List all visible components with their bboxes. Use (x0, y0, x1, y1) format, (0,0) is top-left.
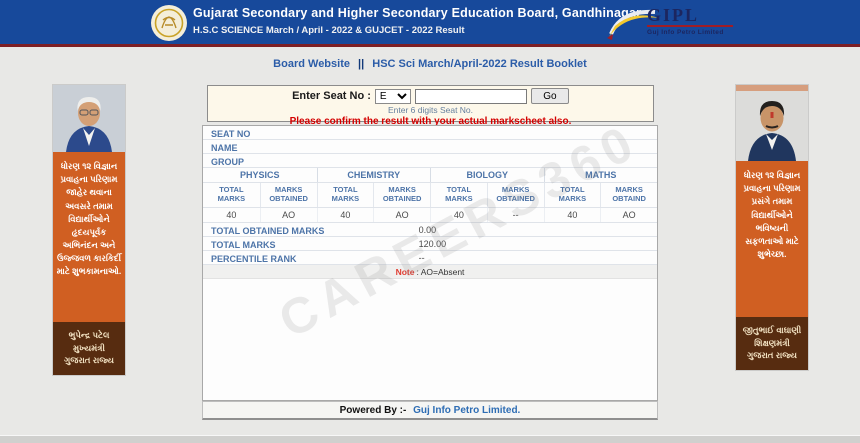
maths-obtained-header: MARKS OBTAIND (600, 183, 657, 207)
board-website-link[interactable]: Board Website (273, 58, 350, 70)
table-row-name: NAME (203, 140, 657, 154)
gipl-underline (647, 25, 733, 27)
cm-name-block: ભુપેન્દ્ર પટેલ મુખ્યમંત્રી ગુજરાત રાજ્ય (53, 321, 125, 375)
go-button[interactable]: Go (530, 88, 569, 104)
gipl-logo: GIPL Guj Info Petro Limited (603, 4, 753, 44)
seat-search-panel: Enter Seat No : E Go Enter 6 digits Seat… (207, 85, 654, 127)
maths-total-value: 40 (543, 207, 601, 222)
name-label: NAME (211, 143, 238, 153)
total-obtained-label: TOTAL OBTAINED MARKS (211, 225, 325, 236)
footer-bar: Powered By :- Guj Info Petro Limited. (202, 401, 658, 420)
minister-designation: શિક્ષણમંત્રી (754, 337, 790, 348)
note-text: : AO=Absent (416, 266, 465, 277)
minister-photo (736, 85, 808, 161)
percentile-rank-value: -- (418, 252, 425, 263)
total-obtained-value: 0.00 (418, 224, 437, 235)
page-subtitle: H.S.C SCIENCE March / April - 2022 & GUJ… (193, 25, 465, 36)
table-row-seatno: SEAT NO (203, 126, 657, 140)
table-row-group: GROUP (203, 154, 657, 168)
group-label: GROUP (211, 157, 245, 167)
physics-obtained-value: AO (259, 207, 317, 222)
physics-obtained-header: MARKS OBTAINED (259, 183, 317, 207)
cm-banner: ધોરણ ૧૨ વિજ્ઞાન પ્રવાહના પરિણામ જાહેર થવ… (53, 85, 125, 375)
chemistry-total-header: TOTAL MARKS (316, 183, 374, 207)
subject-maths: MATHS (543, 168, 658, 182)
maths-total-header: TOTAL MARKS (543, 183, 601, 207)
table-empty-area (203, 279, 657, 400)
total-marks-row: TOTAL MARKS 120.00 (203, 237, 657, 251)
percentile-rank-row: PERCENTILE RANK -- (203, 251, 657, 265)
biology-obtained-value: -- (486, 207, 544, 222)
result-table: SEAT NO NAME GROUP PHYSICS CHEMISTRY BIO… (202, 125, 658, 401)
note-label: Note (395, 266, 415, 277)
biology-total-header: TOTAL MARKS (430, 183, 487, 207)
minister-banner: ધોરણ ૧૨ વિજ્ઞાન પ્રવાહના પરિણામ પ્રસંગે … (736, 85, 808, 370)
gipl-footer-link[interactable]: Guj Info Petro Limited. (413, 405, 521, 416)
biology-total-value: 40 (430, 207, 487, 222)
cm-message: ધોરણ ૧૨ વિજ્ઞાન પ્રવાહના પરિણામ જાહેર થવ… (56, 161, 122, 277)
nav-separator: || (358, 58, 365, 70)
gipl-tagline: Guj Info Petro Limited (647, 29, 724, 36)
biology-obtained-header: MARKS OBTAINED (486, 183, 544, 207)
physics-total-value: 40 (226, 209, 237, 220)
seat-no-label: Enter Seat No : (292, 90, 371, 102)
nav-links: Board Website || HSC Sci March/April-202… (0, 58, 860, 70)
total-marks-label: TOTAL MARKS (211, 239, 276, 250)
board-emblem-icon (151, 5, 187, 41)
total-obtained-row: TOTAL OBTAINED MARKS 0.00 (203, 223, 657, 237)
page-title: Gujarat Secondary and Higher Secondary E… (193, 6, 642, 20)
cm-name: ભુપેન્દ્ર પટેલ (68, 329, 110, 340)
seat-no-hint: Enter 6 digits Seat No. (387, 105, 474, 115)
absent-note: Note: AO=Absent (203, 264, 657, 279)
gipl-swoosh-icon (607, 9, 659, 40)
bottom-edge-bar (0, 435, 860, 443)
gipl-name: GIPL (647, 5, 700, 25)
subject-physics: PHYSICS (239, 170, 280, 180)
seatno-label: SEAT NO (211, 129, 251, 139)
subject-chemistry: CHEMISTRY (316, 168, 431, 182)
cm-photo (53, 85, 125, 152)
header-bar: Gujarat Secondary and Higher Secondary E… (0, 0, 860, 47)
maths-obtained-value: AO (600, 207, 657, 222)
percentile-rank-label: PERCENTILE RANK (211, 253, 297, 264)
chemistry-obtained-value: AO (373, 207, 430, 222)
subject-header-row: PHYSICS CHEMISTRY BIOLOGY MATHS (203, 168, 657, 183)
minister-state: ગુજરાત રાજ્ય (747, 350, 797, 361)
physics-total-header: TOTAL MARKS (217, 185, 246, 204)
cm-designation: મુખ્યમંત્રી (73, 342, 105, 353)
seat-no-input[interactable] (414, 88, 527, 104)
marks-header-row: TOTAL MARKS MARKS OBTAINED TOTAL MARKS M… (203, 183, 657, 208)
result-booklet-link[interactable]: HSC Sci March/April-2022 Result Booklet (372, 58, 587, 70)
cm-state: ગુજરાત રાજ્ય (64, 355, 114, 366)
total-marks-value: 120.00 (418, 238, 447, 249)
minister-message: ધોરણ ૧૨ વિજ્ઞાન પ્રવાહના પરિણામ પ્રસંગે … (743, 170, 801, 260)
marksheet-warning: Please confirm the result with your actu… (289, 116, 572, 127)
subject-biology: BIOLOGY (430, 168, 544, 182)
minister-name-block: જીતુભાઈ વાઘાણી શિક્ષણમંત્રી ગુજરાત રાજ્ય (736, 316, 808, 370)
seat-prefix-select[interactable]: E (374, 88, 411, 104)
chemistry-obtained-header: MARKS OBTAINED (373, 183, 430, 207)
marks-value-row: 40 AO 40 AO 40 -- 40 AO (203, 207, 657, 223)
powered-by-label: Powered By :- (339, 405, 407, 416)
chemistry-total-value: 40 (316, 207, 374, 222)
minister-name: જીતુભાઈ વાઘાણી (742, 324, 802, 335)
